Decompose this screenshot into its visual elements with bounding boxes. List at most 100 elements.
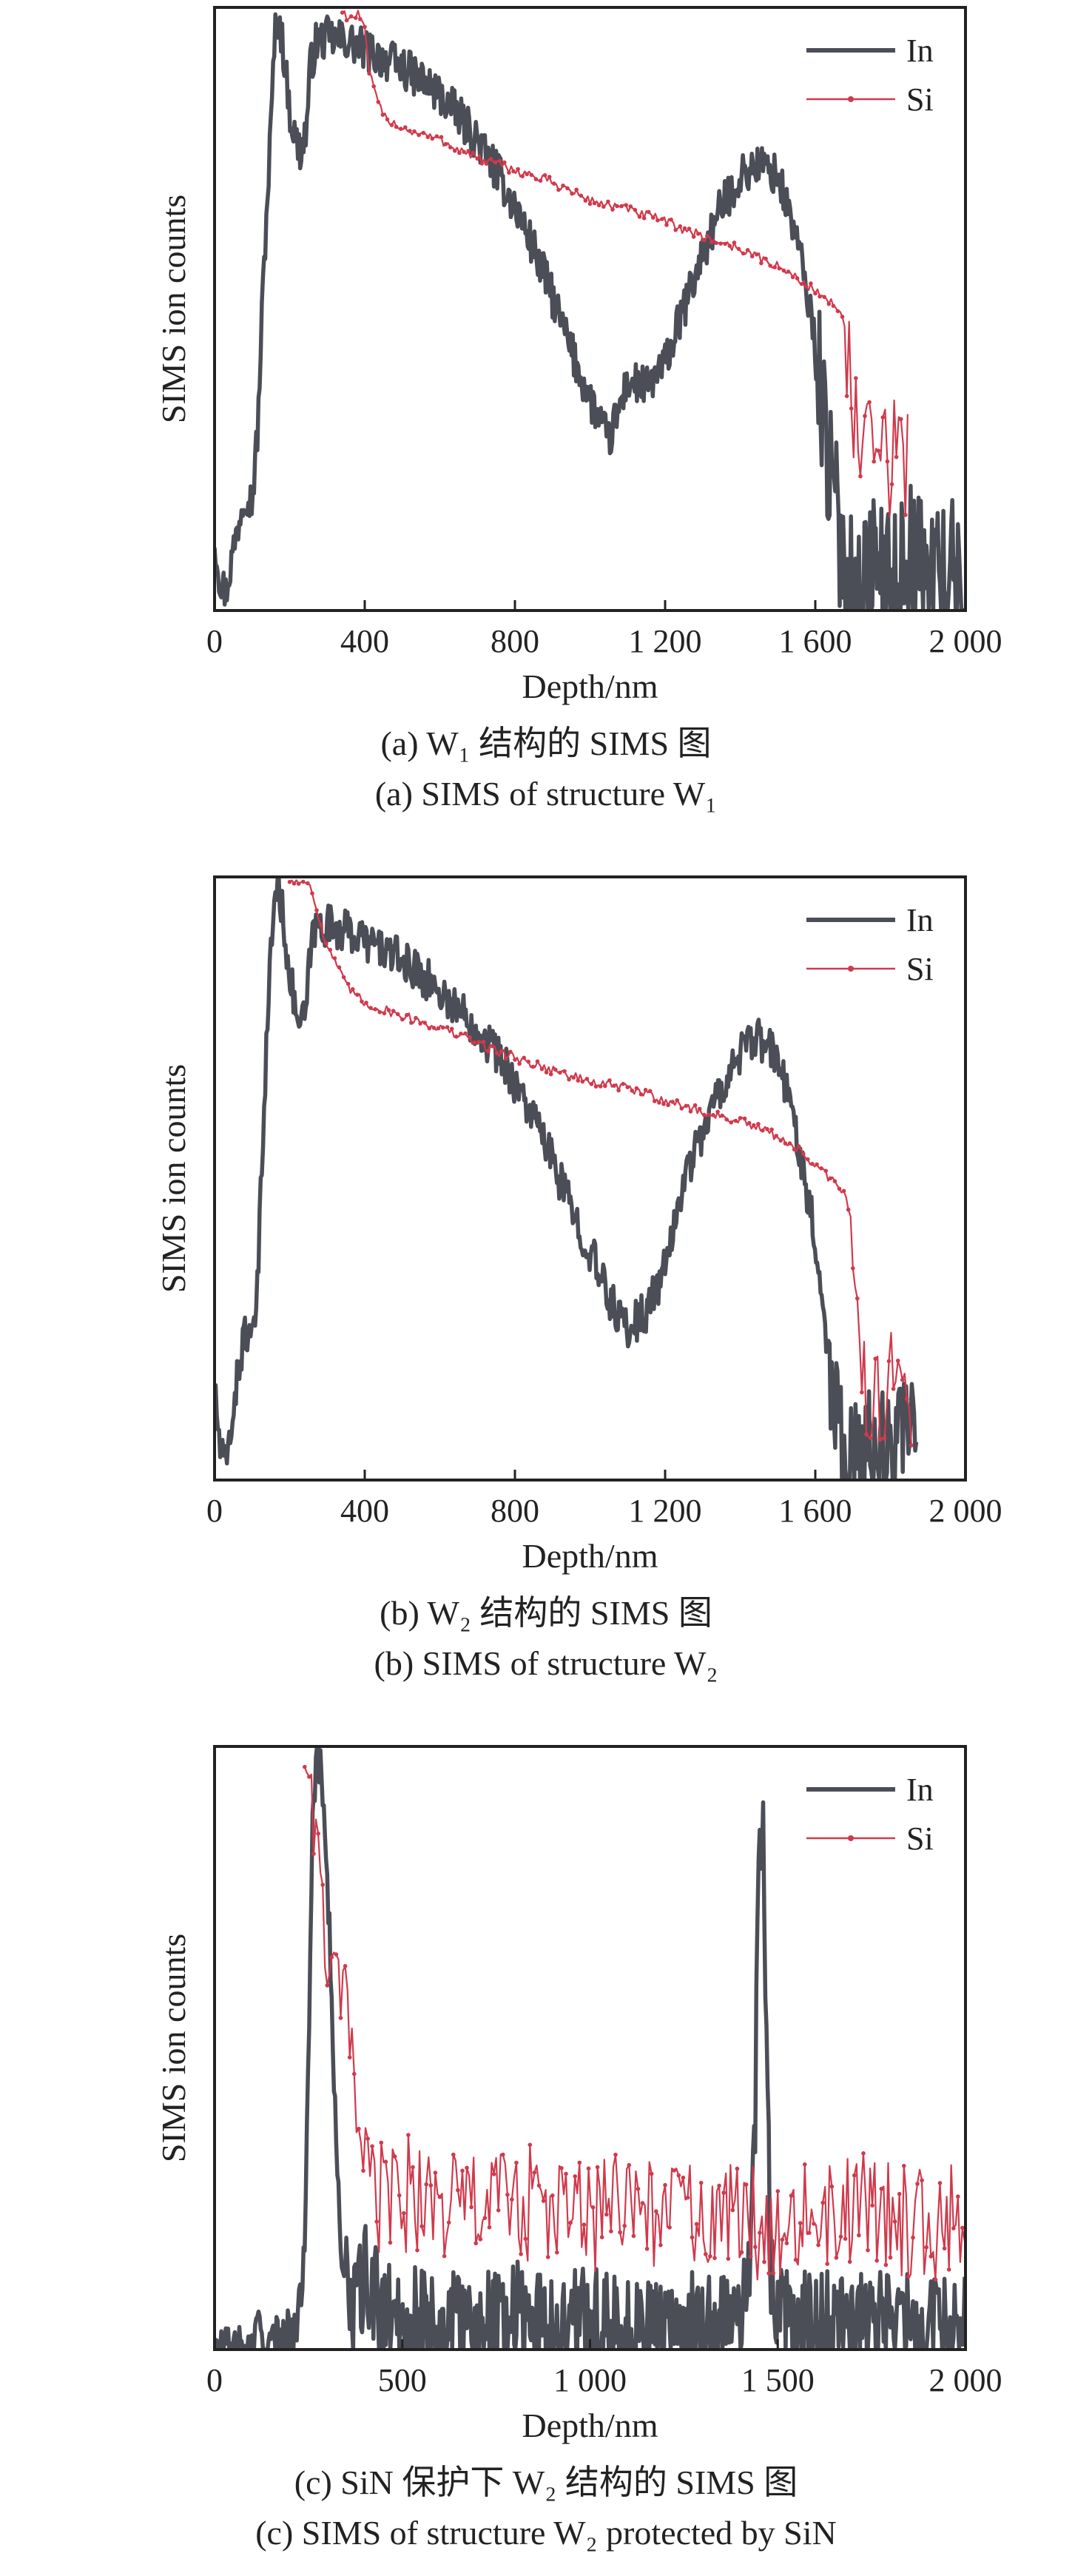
data-point [603,1083,607,1089]
data-point [905,1396,909,1402]
data-point [580,1079,585,1084]
data-point [622,2224,627,2228]
data-point [548,1072,553,1077]
data-point [589,1082,594,1086]
data-point [815,1162,819,1167]
data-point [627,2162,632,2168]
plot-frame [213,6,967,612]
x-axis-label: Depth/nm [522,1537,658,1575]
data-point [565,186,570,191]
data-point [655,218,660,223]
data-point [888,2255,893,2260]
data-point [667,2225,672,2230]
data-point [933,2277,938,2282]
data-point [666,1103,670,1108]
data-point [542,173,547,178]
data-point [445,1025,450,1029]
data-point [682,226,687,231]
data-point [358,17,363,21]
data-point [530,1064,536,1069]
caption-english: (c) SIMS of structure W₂ protected by Si… [255,2514,837,2552]
data-point [430,136,435,141]
series-in [215,877,919,1480]
legend: In Si [806,1772,934,1857]
data-point [454,1035,459,1039]
data-point [568,2220,573,2225]
data-point [612,1083,616,1088]
series-si [340,10,909,518]
data-point [758,2230,762,2235]
data-point [400,1017,405,1022]
data-point [736,246,741,252]
data-point [497,158,502,164]
data-point [606,199,610,204]
data-point [733,1118,738,1123]
data-point [879,2187,884,2191]
data-point [494,1051,499,1055]
data-point [538,178,543,183]
data-point [660,217,664,221]
data-point [406,2133,411,2137]
data-point [418,1021,422,1026]
legend-marker [848,966,854,972]
data-point [657,1100,661,1105]
data-point [529,172,534,178]
data-point [389,123,394,127]
data-point [347,2055,352,2059]
y-axis-label: SIMS ion counts [155,1064,192,1293]
data-point [877,1437,883,1442]
data-point [508,1049,513,1055]
data-point [625,1085,630,1089]
x-tick-label: 800 [491,623,539,659]
data-point [874,2259,879,2263]
data-point [744,2182,749,2187]
data-point [536,2183,542,2188]
data-point [915,2182,920,2186]
data-point [379,2140,384,2145]
legend-label-in: In [906,1772,934,1808]
data-point [619,204,624,209]
data-point [576,1078,581,1083]
data-point [487,2225,492,2230]
x-tick-label: 1 200 [629,623,702,659]
data-point [867,400,872,405]
data-point [394,124,399,130]
data-point [386,1008,391,1012]
data-point [517,1061,522,1066]
chart-panel-3: 0 500 1 000 1 500 2 000 Depth/nm SIMS ion coun… [155,1745,1002,2552]
data-point [924,2245,928,2250]
data-point [630,1089,635,1093]
data-point [641,216,647,221]
data-point [684,1103,689,1109]
data-point [809,281,813,286]
data-point [691,235,696,239]
caption-chinese: (b) W₂ 结构的 SIMS 图 [380,1594,712,1632]
data-point [720,1113,724,1118]
data-point [586,2166,591,2171]
data-point [478,2237,483,2242]
data-point [906,2274,911,2279]
series-si [303,1764,965,2282]
data-point [448,145,453,149]
data-point [838,2234,843,2239]
data-point [479,161,485,166]
data-point [377,1009,382,1015]
data-point [439,135,444,139]
data-point [795,276,800,280]
data-point [768,263,772,268]
data-point [427,1026,432,1031]
data-point [618,2230,622,2235]
x-tick-label: 1 600 [779,623,852,659]
data-point [528,2142,533,2148]
data-point [514,2160,519,2165]
x-tick-label: 1 000 [553,2362,627,2398]
data-point [892,2219,897,2224]
x-tick-label: 2 000 [929,2362,1002,2398]
chart-panel-2: 0 400 800 1 200 1 600 2 000 Depth/nm SIMS ion c… [155,875,1002,1682]
caption-english: (a) SIMS of structure W₁ [375,775,717,813]
data-point [783,1141,788,1146]
data-point [818,294,822,299]
data-point [456,2187,460,2193]
data-point [707,1112,711,1117]
data-point [810,1162,815,1166]
